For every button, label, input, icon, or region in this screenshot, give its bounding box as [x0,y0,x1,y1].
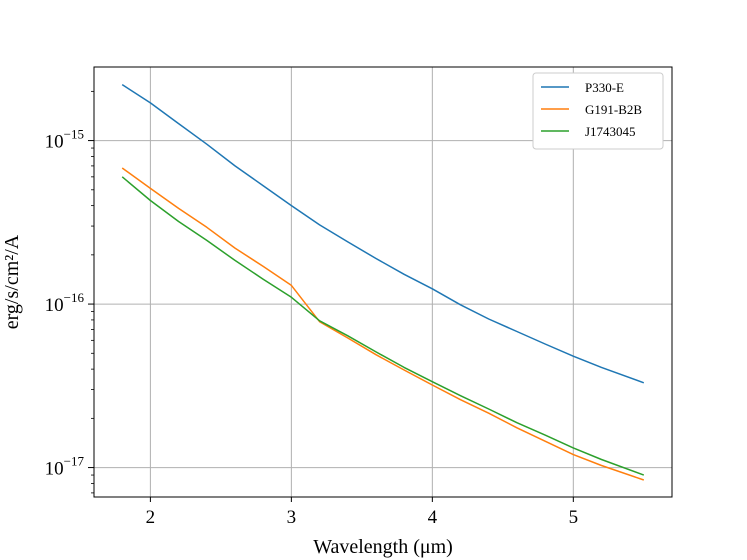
y-tick-exponent: −15 [64,127,84,142]
y-axis-label: erg/s/cm²/A [1,234,23,329]
y-tick-label: 10−17 [45,454,85,480]
legend-label: G191-B2B [585,102,642,117]
y-tick-exponent: −16 [64,290,85,305]
series-line-j1743045 [121,176,645,476]
series-line-g191-b2b [121,167,645,481]
y-tick-label: 10−16 [45,290,85,316]
x-tick-label: 3 [287,507,297,528]
legend-label: J1743045 [585,124,636,139]
plot-frame [93,66,673,498]
y-tick-base: 10 [45,459,64,480]
y-tick-exponent: −17 [64,454,85,469]
y-tick-base: 10 [45,132,64,153]
series-lines [121,83,645,481]
x-axis-label: Wavelength (μm) [313,536,453,558]
series-line-p330-e [121,83,645,384]
y-tick-label: 10−15 [45,127,84,153]
x-tick-label: 4 [428,507,438,528]
legend: P330-E G191-B2B J1743045 [532,72,664,150]
y-tick-base: 10 [45,295,64,316]
legend-label: P330-E [585,80,624,95]
x-tick-label: 2 [146,507,156,528]
legend-box [532,72,664,150]
x-tick-label: 5 [569,507,579,528]
